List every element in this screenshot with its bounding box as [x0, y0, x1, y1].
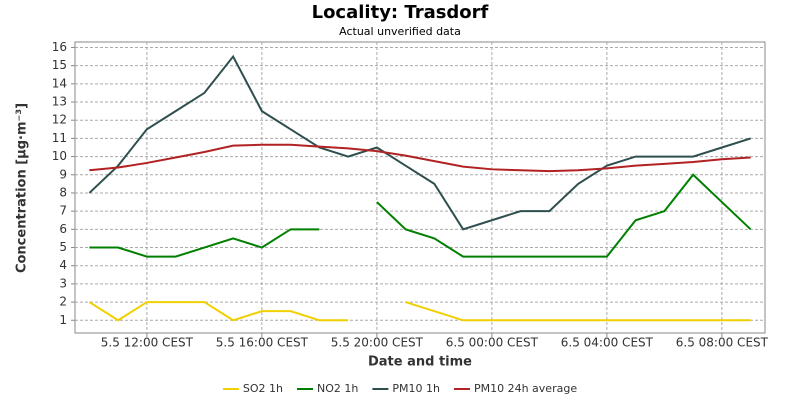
legend-label: SO2 1h — [243, 382, 283, 395]
legend-label: NO2 1h — [317, 382, 358, 395]
y-tick-label: 12 — [52, 113, 67, 127]
series-line — [88, 54, 751, 231]
chart-title: Locality: Trasdorf — [312, 2, 489, 23]
series-line — [89, 173, 752, 258]
x-tick-label: 6.5 08:00 CEST — [676, 336, 769, 350]
y-tick-label: 5 — [59, 240, 67, 254]
y-tick-label: 10 — [52, 149, 67, 163]
x-tick-label: 5.5 16:00 CEST — [216, 336, 309, 350]
x-tick-label: 6.5 04:00 CEST — [561, 336, 654, 350]
y-tick-label: 16 — [52, 40, 67, 54]
y-tick-label: 2 — [59, 295, 67, 309]
series-line — [88, 301, 751, 322]
legend-label: PM10 24h average — [474, 382, 577, 395]
y-axis-label: Concentration [µg·m⁻³] — [15, 103, 30, 273]
y-tick-label: 13 — [52, 95, 67, 109]
x-tick-label: 6.5 00:00 CEST — [446, 336, 539, 350]
chart-subtitle: Actual unverified data — [339, 25, 461, 38]
y-tick-label: 11 — [52, 131, 67, 145]
y-tick-label: 3 — [59, 276, 67, 290]
x-axis-label: Date and time — [368, 355, 472, 370]
y-tick-label: 15 — [52, 58, 67, 72]
y-tick-label: 8 — [59, 185, 67, 199]
y-tick-label: 7 — [59, 204, 67, 218]
x-tick-label: 5.5 20:00 CEST — [331, 336, 424, 350]
y-tick-label: 9 — [59, 167, 67, 181]
series-line — [89, 143, 751, 173]
x-tick-label: 5.5 12:00 CEST — [101, 336, 194, 350]
y-tick-label: 1 — [59, 313, 67, 327]
y-tick-label: 6 — [59, 222, 67, 236]
plot-area — [74, 41, 766, 334]
y-tick-label: 4 — [59, 258, 67, 272]
y-tick-label: 14 — [52, 76, 67, 90]
legend-label: PM10 1h — [392, 382, 440, 395]
